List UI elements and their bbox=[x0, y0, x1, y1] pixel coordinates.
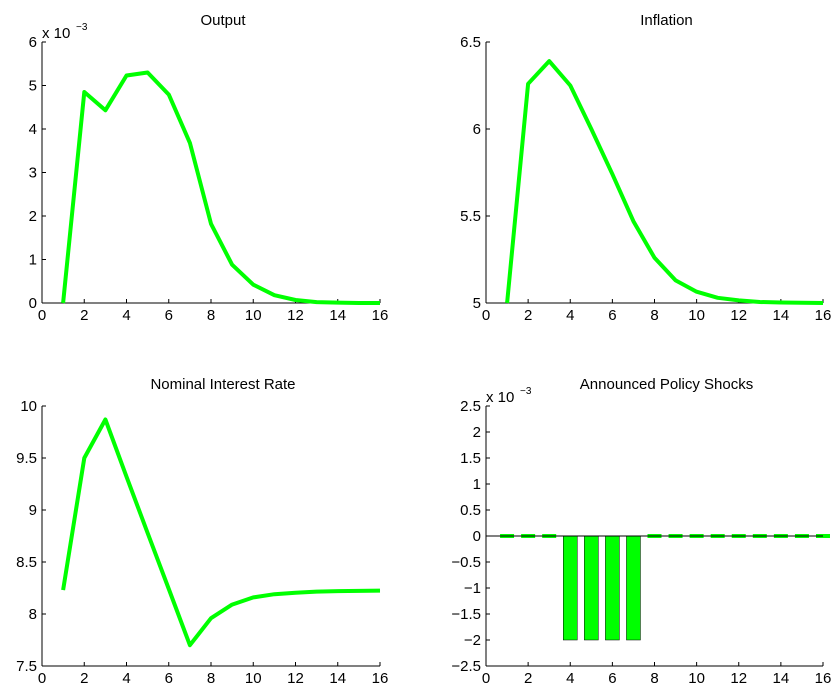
axis-exponent-power: −3 bbox=[76, 22, 88, 33]
y-tick-label: 3 bbox=[29, 165, 37, 182]
x-tick-label: 8 bbox=[207, 670, 215, 687]
y-tick-label: 6.5 bbox=[460, 34, 481, 51]
y-tick-label: 5 bbox=[29, 78, 37, 95]
x-tick-label: 16 bbox=[372, 670, 389, 687]
x-tick-label: 10 bbox=[245, 670, 262, 687]
announced-policy-shocks-chart: 0 2 4 6 8 10 12 14 16 −2.5 −2 −1.5 −1 −0.5 0 0.5 1 1.5 2 2.… bbox=[451, 376, 831, 687]
y-tick-label: 1 bbox=[473, 476, 481, 493]
x-tick-label: 2 bbox=[80, 670, 88, 687]
x-tick-label: 2 bbox=[80, 307, 88, 324]
y-tick-label: 6 bbox=[473, 121, 481, 138]
x-tick-label: 14 bbox=[329, 670, 346, 687]
chart-title: Announced Policy Shocks bbox=[580, 376, 753, 393]
y-tick-label: 1 bbox=[29, 252, 37, 269]
y-tick-label: −1 bbox=[464, 580, 481, 597]
y-tick-label: −0.5 bbox=[451, 554, 481, 571]
x-tick-label: 12 bbox=[287, 670, 304, 687]
chart-title: Output bbox=[200, 12, 246, 29]
axis-exponent-power: −3 bbox=[520, 386, 532, 397]
inflation-chart: 0 2 4 6 8 10 12 14 16 5 5.5 6 6.5 Inflation bbox=[460, 12, 831, 324]
y-tick-label: 0.5 bbox=[460, 502, 481, 519]
x-tick-label: 0 bbox=[482, 307, 490, 324]
x-tick-label: 14 bbox=[329, 307, 346, 324]
x-tick-label: 10 bbox=[245, 307, 262, 324]
x-tick-label: 6 bbox=[608, 670, 616, 687]
x-tick-label: 16 bbox=[372, 307, 389, 324]
x-tick-label: 12 bbox=[730, 307, 747, 324]
y-tick-label: 10 bbox=[20, 398, 37, 415]
y-tick-label: 0 bbox=[29, 295, 37, 312]
x-tick-label: 8 bbox=[650, 307, 658, 324]
y-tick-label: 2 bbox=[473, 424, 481, 441]
x-tick-label: 14 bbox=[773, 670, 790, 687]
bar bbox=[584, 535, 599, 641]
y-tick-label: −2.5 bbox=[451, 658, 481, 675]
x-tick-label: 16 bbox=[815, 307, 832, 324]
chart-title: Nominal Interest Rate bbox=[150, 376, 295, 393]
x-tick-label: 8 bbox=[650, 670, 658, 687]
x-tick-label: 14 bbox=[773, 307, 790, 324]
bar bbox=[563, 535, 578, 641]
y-tick-label: 5.5 bbox=[460, 208, 481, 225]
series-line bbox=[61, 417, 381, 648]
y-tick-label: 2.5 bbox=[460, 398, 481, 415]
x-tick-label: 6 bbox=[608, 307, 616, 324]
x-tick-label: 4 bbox=[566, 670, 574, 687]
x-tick-label: 4 bbox=[566, 307, 574, 324]
x-tick-label: 2 bbox=[524, 670, 532, 687]
x-tick-label: 6 bbox=[165, 670, 173, 687]
x-tick-label: 12 bbox=[730, 670, 747, 687]
y-tick-label: 8.5 bbox=[16, 554, 37, 571]
x-tick-label: 12 bbox=[287, 307, 304, 324]
y-tick-label: 9 bbox=[29, 502, 37, 519]
y-tick-label: 7.5 bbox=[16, 658, 37, 675]
y-tick-label: 4 bbox=[29, 121, 37, 138]
y-tick-label: 1.5 bbox=[460, 450, 481, 467]
x-tick-label: 10 bbox=[688, 670, 705, 687]
x-tick-label: 2 bbox=[524, 307, 532, 324]
x-tick-label: 4 bbox=[122, 307, 130, 324]
series-line bbox=[61, 70, 380, 305]
y-tick-label: 8 bbox=[29, 606, 37, 623]
axis-exponent-label: x 10 bbox=[486, 389, 514, 406]
y-tick-label: −1.5 bbox=[451, 606, 481, 623]
chart-title: Inflation bbox=[640, 12, 693, 29]
x-tick-label: 8 bbox=[207, 307, 215, 324]
bar bbox=[605, 535, 620, 641]
x-tick-label: 4 bbox=[122, 670, 130, 687]
y-tick-label: 0 bbox=[473, 528, 481, 545]
x-tick-label: 0 bbox=[482, 670, 490, 687]
x-tick-label: 16 bbox=[815, 670, 832, 687]
nominal-interest-rate-chart: 0 2 4 6 8 10 12 14 16 7.5 8 8.5 9 9.5 10 Nominal Intere… bbox=[16, 376, 388, 687]
bar bbox=[626, 535, 641, 641]
y-tick-label: 9.5 bbox=[16, 450, 37, 467]
y-tick-label: 2 bbox=[29, 208, 37, 225]
x-tick-label: 6 bbox=[165, 307, 173, 324]
y-tick-label: 6 bbox=[29, 34, 37, 51]
y-tick-label: 5 bbox=[473, 295, 481, 312]
series-line bbox=[505, 59, 824, 305]
x-tick-label: 0 bbox=[38, 670, 46, 687]
y-tick-label: −2 bbox=[464, 632, 481, 649]
x-tick-label: 0 bbox=[38, 307, 46, 324]
axis-exponent-label: x 10 bbox=[42, 25, 70, 42]
x-tick-label: 10 bbox=[688, 307, 705, 324]
